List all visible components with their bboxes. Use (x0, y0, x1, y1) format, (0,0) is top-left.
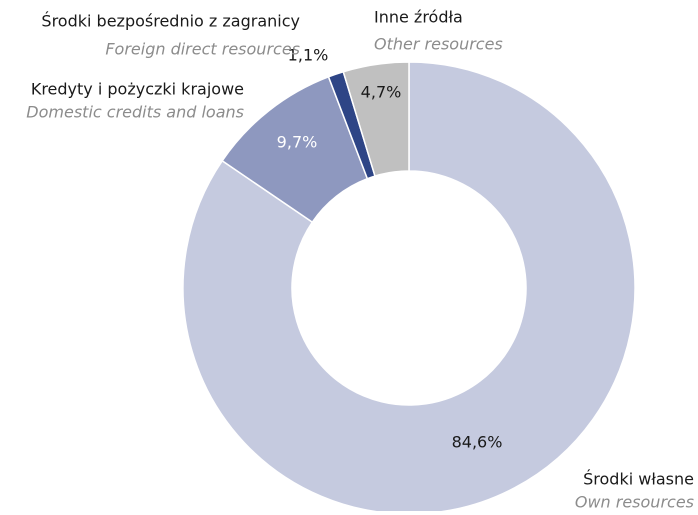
category-label: Inne źródła (374, 8, 463, 27)
value-label: 1,1% (288, 46, 329, 65)
category-label-en: Foreign direct resources (105, 40, 300, 59)
value-label: 9,7% (277, 133, 318, 152)
category-label: Środki własne (583, 470, 694, 489)
value-label: 4,7% (361, 83, 402, 102)
category-label: Środki bezpośrednio z zagranicy (41, 12, 300, 31)
value-label: 84,6% (452, 433, 503, 452)
category-label-en: Other resources (374, 35, 503, 54)
category-label-en: Domestic credits and loans (26, 103, 244, 122)
category-label-en: Own resources (575, 493, 694, 512)
slice (342, 61, 410, 177)
category-label: Kredyty i pożyczki krajowe (31, 80, 244, 99)
slice (182, 61, 636, 515)
